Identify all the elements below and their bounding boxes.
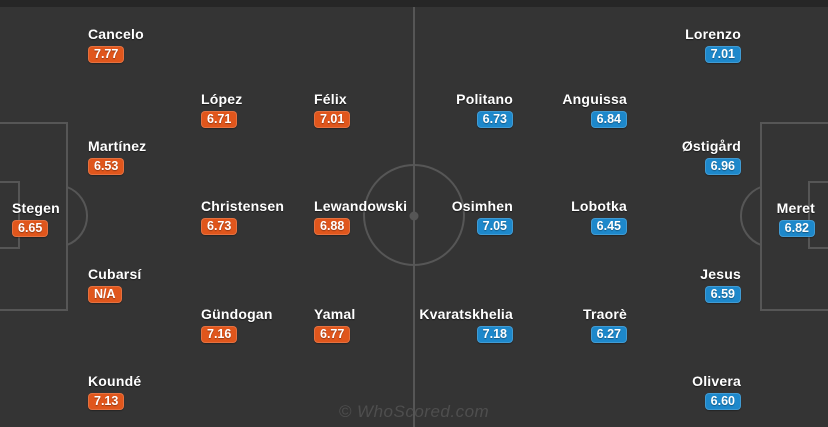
player-name: Lorenzo [685, 26, 741, 42]
rating-badge: 7.77 [88, 46, 125, 63]
player-stegen[interactable]: Stegen 6.65 [12, 201, 60, 237]
rating-badge: 6.71 [201, 111, 238, 128]
center-circle [363, 164, 465, 266]
player-meret[interactable]: Meret 6.82 [777, 201, 815, 237]
player-name: Cubarsí [88, 266, 142, 282]
player-name: López [201, 91, 243, 107]
player-name: Martínez [88, 138, 147, 154]
penalty-arc-right [740, 186, 762, 246]
player-lopez[interactable]: López 6.71 [201, 92, 242, 128]
rating-badge: 6.65 [12, 220, 49, 237]
player-name: Jesus [700, 266, 741, 282]
player-name: Lewandowski [314, 198, 408, 214]
rating-badge: 7.01 [314, 111, 351, 128]
player-jesus[interactable]: Jesus 6.59 [700, 267, 741, 303]
rating-badge: 6.59 [704, 286, 741, 303]
player-name: Lobotka [571, 198, 627, 214]
player-kounde[interactable]: Koundé 7.13 [88, 374, 141, 410]
player-lorenzo[interactable]: Lorenzo 7.01 [685, 27, 741, 63]
rating-badge: 6.53 [88, 158, 125, 175]
player-ostigard[interactable]: Østigård 6.96 [682, 139, 741, 175]
rating-badge: 7.05 [476, 218, 513, 235]
rating-badge: N/A [88, 286, 122, 303]
rating-badge: 6.45 [590, 218, 627, 235]
player-yamal[interactable]: Yamal 6.77 [314, 307, 355, 343]
whoscored-watermark: © WhoScored.com [338, 402, 490, 421]
player-christensen[interactable]: Christensen 6.73 [201, 199, 284, 235]
player-name: Politano [456, 91, 513, 107]
player-martinez[interactable]: Martínez 6.53 [88, 139, 146, 175]
player-name: Koundé [88, 373, 142, 389]
penalty-box-right [760, 122, 828, 311]
goal-box-right [808, 181, 828, 249]
player-gundogan[interactable]: Gündogan 7.16 [201, 307, 273, 343]
rating-badge: 6.73 [476, 111, 513, 128]
player-name: Olivera [692, 373, 741, 389]
rating-badge: 6.82 [778, 220, 815, 237]
player-anguissa[interactable]: Anguissa 6.84 [562, 92, 627, 128]
rating-badge: 6.96 [704, 158, 741, 175]
player-felix[interactable]: Félix 7.01 [314, 91, 351, 128]
player-name: Christensen [201, 198, 285, 214]
player-name: Gündogan [201, 306, 273, 322]
rating-badge: 6.88 [314, 218, 351, 235]
player-name: Kvaratskhelia [419, 306, 513, 322]
rating-badge: 6.60 [704, 393, 741, 410]
player-lobotka[interactable]: Lobotka 6.45 [571, 199, 627, 235]
player-cancelo[interactable]: Cancelo 7.77 [88, 27, 144, 63]
player-name: Osimhen [451, 198, 513, 214]
rating-badge: 7.13 [88, 393, 125, 410]
player-name: Félix [314, 91, 347, 107]
rating-badge: 7.16 [201, 326, 238, 343]
player-kvaratskhelia[interactable]: Kvaratskhelia 7.18 [419, 307, 513, 343]
player-name: Meret [776, 200, 815, 216]
player-traore[interactable]: Traorè 6.27 [583, 307, 627, 343]
player-cubarsi[interactable]: Cubarsí N/A [88, 267, 142, 303]
rating-badge: 7.18 [476, 326, 513, 343]
top-strip [0, 0, 828, 7]
rating-badge: 6.73 [201, 218, 238, 235]
player-politano[interactable]: Politano 6.73 [456, 92, 513, 128]
player-name: Cancelo [88, 26, 144, 42]
player-name: Traorè [583, 306, 627, 322]
player-osimhen[interactable]: Osimhen 7.05 [452, 199, 513, 235]
rating-badge: 6.27 [590, 326, 627, 343]
penalty-box-left [0, 122, 68, 311]
player-lewandowski[interactable]: Lewandowski 6.88 [314, 199, 407, 235]
player-olivera[interactable]: Olivera 6.60 [692, 374, 741, 410]
player-name: Østigård [681, 138, 741, 154]
rating-badge: 7.01 [704, 46, 741, 63]
penalty-arc-left [66, 186, 88, 246]
rating-badge: 6.77 [314, 326, 351, 343]
goal-box-left [0, 181, 20, 249]
player-name: Stegen [12, 200, 60, 216]
center-spot [409, 211, 419, 221]
player-name: Yamal [314, 306, 356, 322]
player-name: Anguissa [562, 91, 627, 107]
rating-badge: 6.84 [590, 111, 627, 128]
